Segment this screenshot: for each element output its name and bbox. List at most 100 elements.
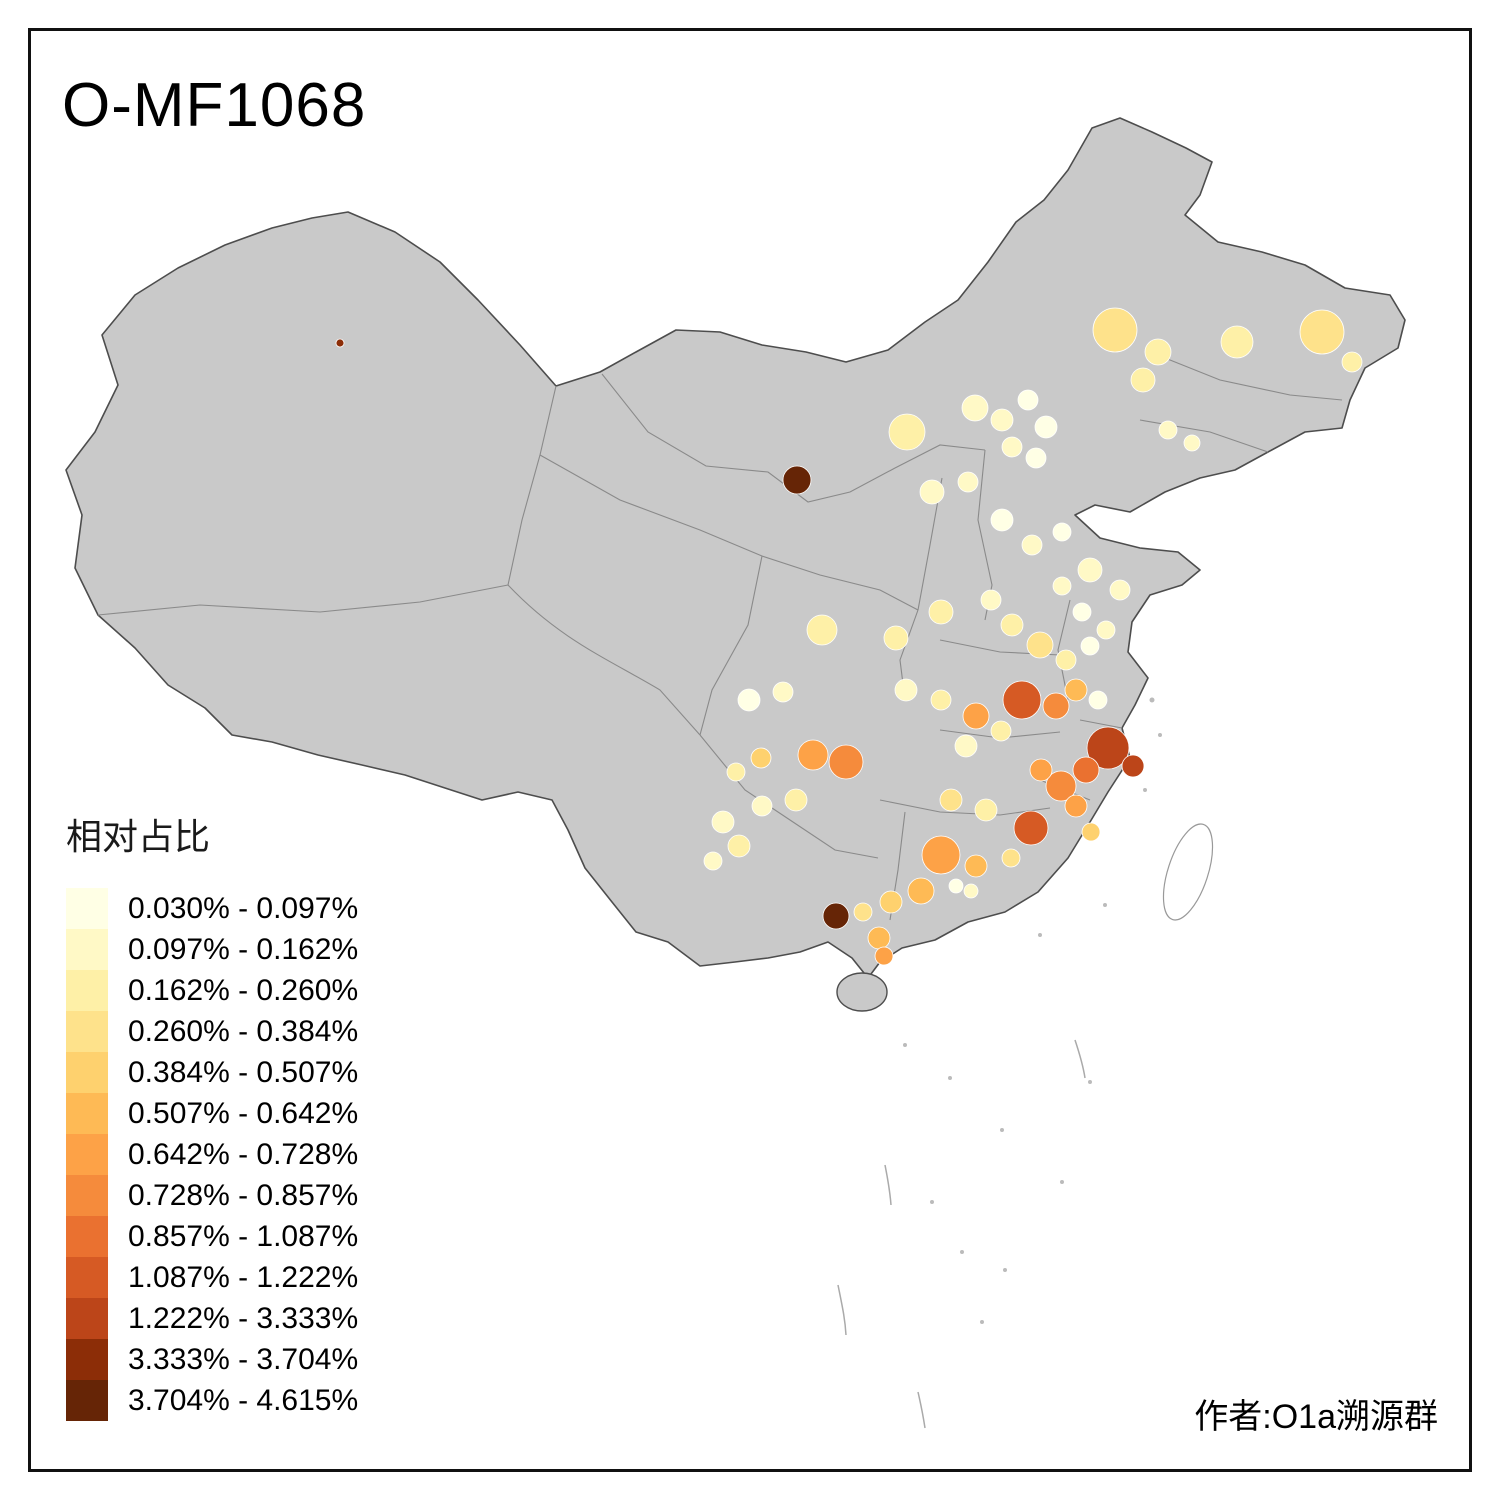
prefecture-region bbox=[1013, 810, 1049, 846]
legend-label: 1.087% - 1.222% bbox=[128, 1260, 359, 1294]
prefecture-region bbox=[894, 678, 918, 702]
prefecture-region bbox=[1144, 338, 1172, 366]
prefecture-region bbox=[990, 720, 1012, 742]
prefecture-region bbox=[954, 734, 978, 758]
legend-row: 0.857% - 1.087% bbox=[66, 1216, 426, 1257]
prefecture-region bbox=[980, 589, 1002, 611]
legend-row: 0.030% - 0.097% bbox=[66, 888, 426, 929]
prefecture-region bbox=[784, 788, 808, 812]
prefecture-region bbox=[1045, 770, 1077, 802]
prefecture-region bbox=[772, 681, 794, 703]
prefecture-region bbox=[1021, 534, 1043, 556]
prefecture-region bbox=[948, 878, 964, 894]
prefecture-region bbox=[1130, 367, 1156, 393]
prefecture-region bbox=[828, 744, 864, 780]
prefecture-region bbox=[797, 739, 829, 771]
legend-swatch bbox=[66, 888, 108, 929]
legend-label: 0.097% - 0.162% bbox=[128, 932, 359, 966]
prefecture-region bbox=[711, 810, 735, 834]
legend-label: 3.333% - 3.704% bbox=[128, 1342, 359, 1376]
legend-label: 0.728% - 0.857% bbox=[128, 1178, 359, 1212]
legend-row: 0.728% - 0.857% bbox=[66, 1175, 426, 1216]
prefecture-region bbox=[1341, 351, 1363, 373]
legend-row: 1.087% - 1.222% bbox=[66, 1257, 426, 1298]
legend-swatch bbox=[66, 1052, 108, 1093]
legend-row: 0.260% - 0.384% bbox=[66, 1011, 426, 1052]
prefecture-region bbox=[853, 902, 873, 922]
legend-swatch bbox=[66, 1134, 108, 1175]
prefecture-region bbox=[1080, 636, 1100, 656]
prefecture-region bbox=[888, 413, 926, 451]
legend-row: 3.333% - 3.704% bbox=[66, 1339, 426, 1380]
prefecture-region bbox=[1026, 631, 1054, 659]
prefecture-region bbox=[1299, 309, 1345, 355]
legend-label: 1.222% - 3.333% bbox=[128, 1301, 359, 1335]
legend-swatch bbox=[66, 970, 108, 1011]
prefecture-region bbox=[703, 851, 723, 871]
prefecture-region bbox=[1064, 678, 1088, 702]
legend-swatch bbox=[66, 1298, 108, 1339]
prefecture-region bbox=[1001, 848, 1021, 868]
legend-rows: 0.030% - 0.097% 0.097% - 0.162% 0.162% - 0… bbox=[66, 888, 426, 1421]
legend-row: 0.507% - 0.642% bbox=[66, 1093, 426, 1134]
prefecture-region bbox=[1017, 389, 1039, 411]
prefecture-region bbox=[750, 747, 772, 769]
hainan-island bbox=[836, 972, 888, 1012]
prefecture-region bbox=[1072, 756, 1100, 784]
legend-swatch bbox=[66, 1093, 108, 1134]
legend-row: 0.642% - 0.728% bbox=[66, 1134, 426, 1175]
legend-row: 0.097% - 0.162% bbox=[66, 929, 426, 970]
legend-swatch bbox=[66, 1257, 108, 1298]
prefecture-region bbox=[990, 408, 1014, 432]
prefecture-region bbox=[1121, 754, 1145, 778]
prefecture-region bbox=[1002, 680, 1042, 720]
prefecture-region bbox=[930, 689, 952, 711]
prefecture-region bbox=[957, 471, 979, 493]
legend-label: 0.030% - 0.097% bbox=[128, 891, 359, 925]
prefecture-region bbox=[1064, 794, 1088, 818]
legend-row: 0.384% - 0.507% bbox=[66, 1052, 426, 1093]
prefecture-region bbox=[867, 926, 891, 950]
prefecture-region bbox=[1001, 436, 1023, 458]
prefecture-region bbox=[1096, 620, 1116, 640]
legend-label: 0.162% - 0.260% bbox=[128, 973, 359, 1007]
legend-label: 0.384% - 0.507% bbox=[128, 1055, 359, 1089]
prefecture-region bbox=[907, 877, 935, 905]
prefecture-region bbox=[1086, 726, 1130, 770]
legend-swatch bbox=[66, 1380, 108, 1421]
prefecture-region bbox=[806, 614, 838, 646]
prefecture-region bbox=[921, 835, 961, 875]
prefecture-region bbox=[961, 394, 989, 422]
prefecture-region bbox=[939, 788, 963, 812]
prefecture-region bbox=[1029, 758, 1053, 782]
prefecture-region bbox=[879, 890, 903, 914]
sea-boundary-dashes bbox=[837, 1039, 1086, 1429]
prefecture-region bbox=[1055, 649, 1077, 671]
legend-swatch bbox=[66, 1175, 108, 1216]
legend-label: 3.704% - 4.615% bbox=[128, 1383, 359, 1417]
prefecture-region bbox=[1025, 447, 1047, 469]
legend-label: 0.857% - 1.087% bbox=[128, 1219, 359, 1253]
prefecture-region bbox=[919, 479, 945, 505]
prefecture-region bbox=[883, 625, 909, 651]
prefecture-region bbox=[1052, 576, 1072, 596]
prefecture-region bbox=[1077, 557, 1103, 583]
legend-swatch bbox=[66, 1011, 108, 1052]
prefecture-region bbox=[335, 338, 345, 348]
prefecture-region bbox=[1052, 522, 1072, 542]
prefecture-region bbox=[737, 688, 761, 712]
prefecture-region bbox=[822, 902, 850, 930]
choropleth-regions bbox=[335, 307, 1363, 966]
prefecture-region bbox=[963, 883, 979, 899]
legend-label: 0.642% - 0.728% bbox=[128, 1137, 359, 1171]
taiwan-island bbox=[1162, 823, 1214, 921]
prefecture-region bbox=[1220, 325, 1254, 359]
china-mainland bbox=[65, 117, 1406, 979]
legend-label: 0.507% - 0.642% bbox=[128, 1096, 359, 1130]
figure-title: O-MF1068 bbox=[62, 71, 367, 140]
legend-swatch bbox=[66, 1216, 108, 1257]
prefecture-region bbox=[974, 798, 998, 822]
legend-row: 0.162% - 0.260% bbox=[66, 970, 426, 1011]
